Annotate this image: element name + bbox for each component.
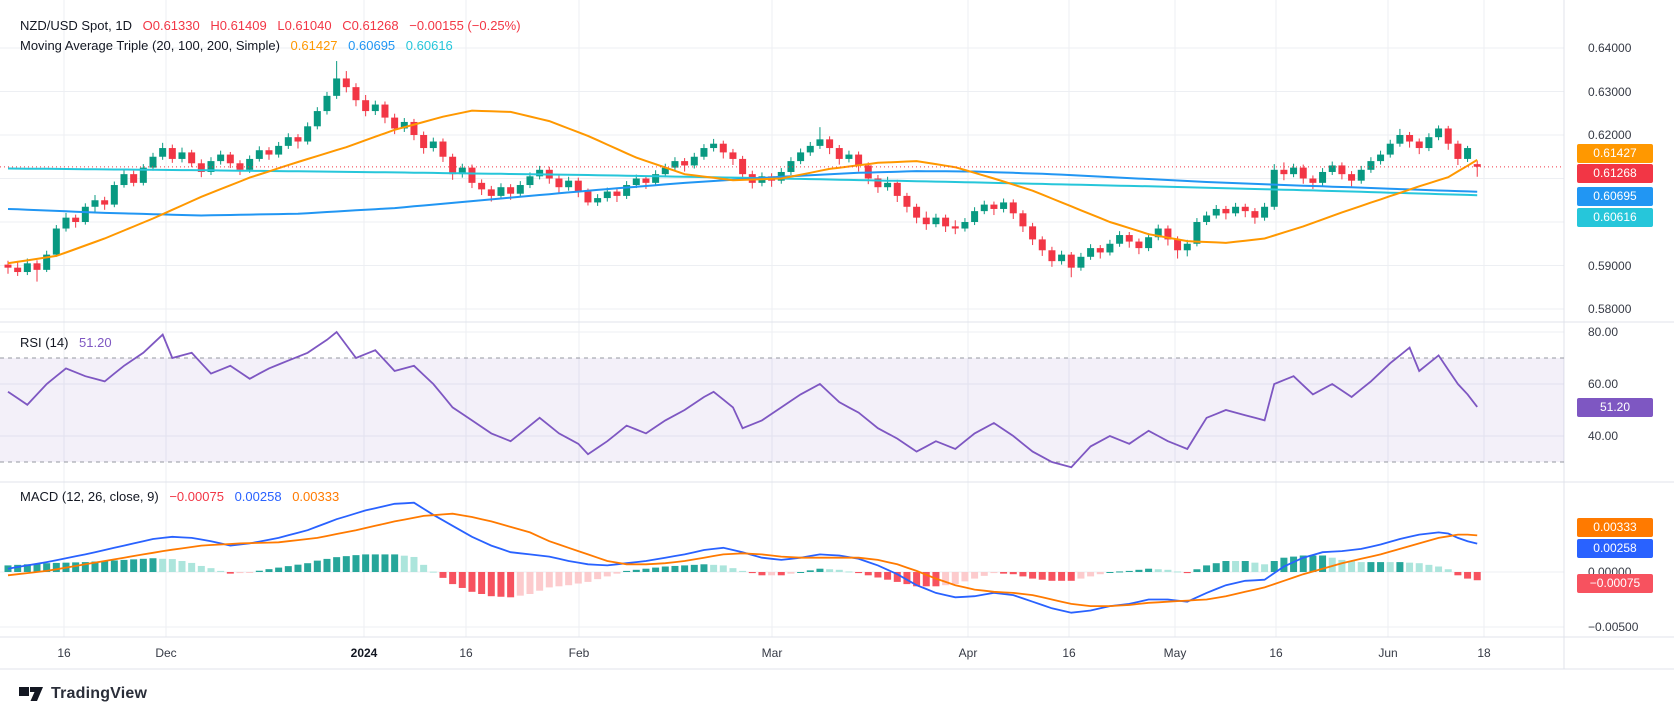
time-axis-label: Feb: [568, 646, 590, 660]
macd-axis-badge: 0.00258: [1577, 538, 1653, 558]
ma-legend-row[interactable]: Moving Average Triple (20, 100, 200, Sim…: [20, 36, 528, 56]
rsi-axis-label: 60.00: [1588, 377, 1619, 391]
time-axis-label: 2024: [350, 646, 378, 660]
macd-line-value: 0.00258: [234, 489, 282, 504]
macd-histogram: [4, 554, 1481, 598]
ma20-value: 0.61427: [290, 38, 338, 53]
macd-axis-label: −0.00500: [1588, 620, 1639, 634]
rsi-band: [0, 357, 1564, 463]
macd-legend-row[interactable]: MACD (12, 26, close, 9) −0.00075 0.00258…: [20, 489, 346, 504]
tradingview-logo[interactable]: TradingView: [18, 681, 147, 707]
macd-axis-badge: −0.00075: [1577, 573, 1653, 593]
ohlc-change: −0.00155 (−0.25%): [409, 18, 521, 33]
time-axis-label: May: [1163, 646, 1187, 660]
macd-line: [7, 501, 1478, 614]
grid-layer: [0, 0, 1674, 670]
ma100-value: 0.60695: [348, 38, 396, 53]
time-axis-label: 16: [1062, 646, 1076, 660]
price-axis-label: 0.59000: [1588, 258, 1632, 273]
tradingview-logo-text: TradingView: [51, 685, 148, 702]
tradingview-logo-icon: [19, 687, 43, 701]
macd-signal-line: [7, 512, 1478, 607]
rsi-value: 51.20: [79, 335, 112, 350]
symbol-title[interactable]: NZD/USD Spot, 1D: [20, 18, 132, 33]
price-axis-badge: 0.60695: [1577, 186, 1653, 206]
time-axis-label: 16: [459, 646, 473, 660]
rsi-axis-label: 80.00: [1588, 325, 1619, 339]
time-axis-label: Dec: [155, 646, 177, 660]
time-axis-label: Jun: [1378, 646, 1398, 660]
symbol-legend-row[interactable]: NZD/USD Spot, 1D O0.61330 H0.61409 L0.61…: [20, 16, 528, 36]
main-legend: NZD/USD Spot, 1D O0.61330 H0.61409 L0.61…: [20, 16, 528, 56]
time-axis-label: Mar: [761, 646, 783, 660]
ohlc-close: C0.61268: [342, 18, 399, 33]
price-axis-badge: 0.60616: [1577, 207, 1653, 227]
price-axis-label: 0.62000: [1588, 128, 1632, 142]
price-axis-label: 0.58000: [1588, 302, 1632, 316]
candles-layer: [4, 61, 1481, 282]
rsi-axis-label: 40.00: [1588, 429, 1619, 443]
macd-title[interactable]: MACD (12, 26, close, 9): [20, 489, 159, 504]
macd-hist-value: −0.00075: [169, 489, 224, 504]
macd-signal-value: 0.00333: [292, 489, 340, 504]
ohlc-open: O0.61330: [142, 18, 200, 33]
rsi-axis-badge: 51.20: [1577, 397, 1653, 417]
sma20-line: [7, 109, 1478, 265]
price-axis-label: 0.63000: [1588, 84, 1632, 99]
ohlc-high: H0.61409: [210, 18, 267, 33]
rsi-line: [7, 330, 1478, 469]
rsi-legend-row[interactable]: RSI (14) 51.20: [20, 335, 119, 350]
time-axis-label: 16: [57, 646, 71, 660]
time-axis-label: 16: [1269, 646, 1283, 660]
time-axis-label: Apr: [958, 646, 978, 660]
sma200-line: [7, 167, 1478, 197]
ohlc-low: L0.61040: [277, 18, 332, 33]
ma-title[interactable]: Moving Average Triple (20, 100, 200, Sim…: [20, 38, 280, 53]
time-axis-label: 18: [1477, 646, 1491, 660]
macd-axis-badge: 0.00333: [1577, 517, 1653, 537]
ma200-value: 0.60616: [405, 38, 453, 53]
price-axis-badge: 0.61268: [1577, 163, 1653, 183]
price-axis-label: 0.64000: [1588, 41, 1632, 55]
price-axis-badge: 0.61427: [1577, 143, 1653, 163]
rsi-title[interactable]: RSI (14): [20, 335, 69, 350]
